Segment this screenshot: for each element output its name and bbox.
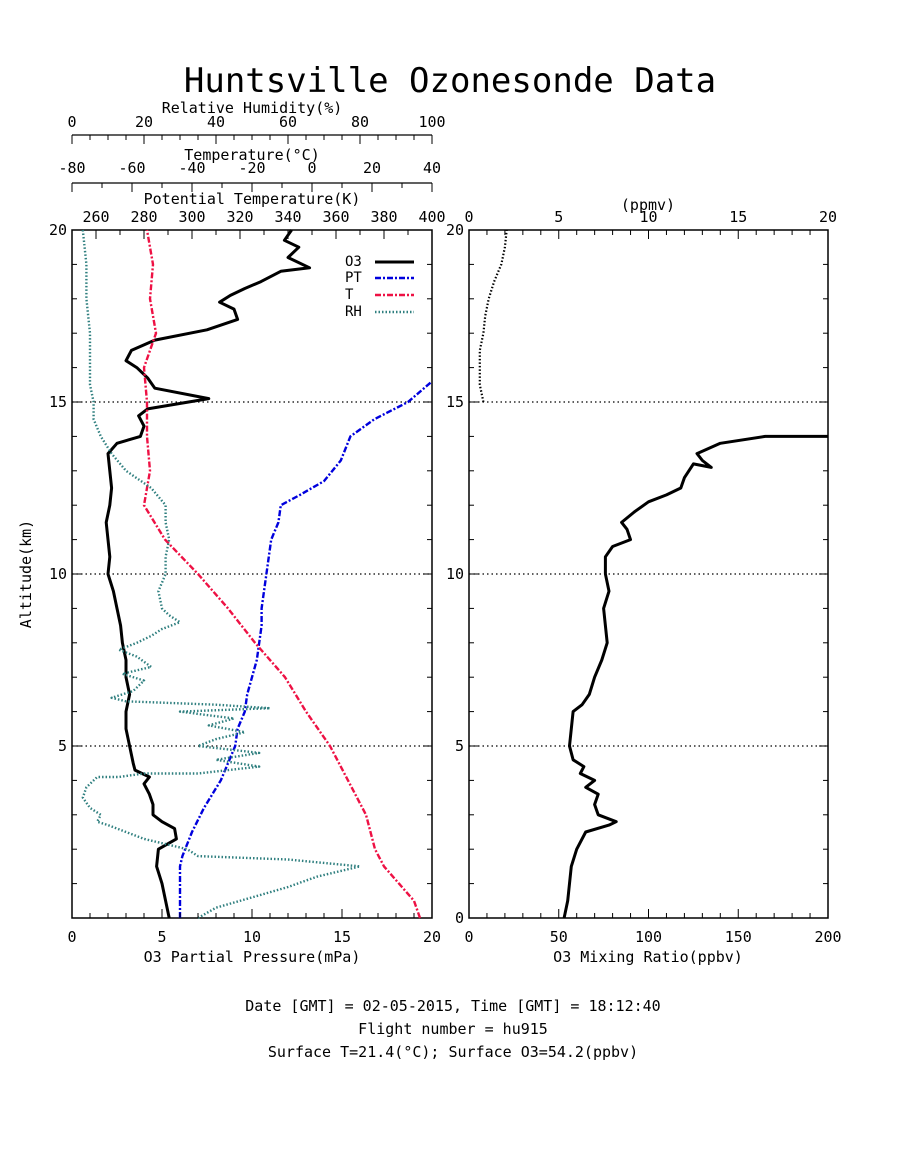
x-tick-label: -40 [178,159,205,177]
x-tick-label: 5 [157,928,166,946]
x-tick-label: 100 [418,113,445,131]
left-grid [72,401,432,747]
x-tick-label: 0 [67,113,76,131]
x-tick-label: 360 [322,208,349,226]
x-tick-label: 60 [279,113,297,131]
rh-axis-label: Relative Humidity(%) [162,99,343,117]
footer-date-time: Date [GMT] = 02-05-2015, Time [GMT] = 18… [245,997,660,1015]
x-tick-label: 15 [333,928,351,946]
temperature-axis-label: Temperature(°C) [184,146,319,164]
x-tick-label: -60 [118,159,145,177]
ppmv-axis-label: (ppmv) [621,196,675,214]
x-tick-label: 20 [819,208,837,226]
x-tick-label: 0 [464,928,473,946]
x-tick-label: 20 [135,113,153,131]
y-tick-label: 20 [49,221,67,239]
pt-axis-label: Potential Temperature(K) [144,190,361,208]
left-series [81,229,433,920]
mixing-ratio-axis-label: O3 Mixing Ratio(ppbv) [553,948,743,966]
footer-flight-number: Flight number = hu915 [358,1020,548,1038]
y-tick-label: 5 [455,737,464,755]
x-tick-label: 300 [178,208,205,226]
y-tick-label: 15 [446,393,464,411]
legend-label-t: T [345,287,354,303]
series-line-mixing-ratio-1 [478,229,508,403]
series-line-o3 [104,229,312,919]
x-tick-label: 0 [464,208,473,226]
x-tick-label: 320 [226,208,253,226]
right-grid [469,401,828,747]
y-tick-label: 15 [49,393,67,411]
y-tick-label: 10 [49,565,67,583]
x-tick-label: 100 [635,928,662,946]
x-tick-label: -80 [58,159,85,177]
x-tick-label: 5 [554,208,563,226]
legend: O3 PT T RH [345,254,414,320]
x-tick-label: 380 [370,208,397,226]
x-tick-label: 20 [363,159,381,177]
x-tick-label: 50 [550,928,568,946]
x-tick-label: 340 [274,208,301,226]
x-tick-label: 150 [725,928,752,946]
altitude-axis-label: Altitude(km) [17,520,35,628]
right-plot-frame [468,229,829,919]
y-tick-label: 20 [446,221,464,239]
x-tick-label: 200 [814,928,841,946]
x-tick-label: 10 [243,928,261,946]
x-tick-label: 40 [207,113,225,131]
y-tick-label: 10 [446,565,464,583]
x-tick-label: 15 [729,208,747,226]
series-line-t [142,229,422,919]
legend-label-o3: O3 [345,254,362,270]
series-line-mixing-ratio-0 [562,434,828,919]
y-tick-label: 0 [455,909,464,927]
x-tick-label: 20 [423,928,441,946]
x-tick-label: 0 [307,159,316,177]
chart-title: Huntsville Ozonesonde Data [184,61,716,101]
x-tick-label: 280 [130,208,157,226]
footer-surface-values: Surface T=21.4(°C); Surface O3=54.2(ppbv… [268,1043,638,1061]
y-tick-label: 5 [58,737,67,755]
x-tick-label: 10 [639,208,657,226]
right-series [478,229,828,919]
legend-label-rh: RH [345,304,362,320]
x-tick-label: 0 [67,928,76,946]
x-tick-label: 40 [423,159,441,177]
x-tick-label: -20 [238,159,265,177]
o3-pressure-axis-label: O3 Partial Pressure(mPa) [144,948,361,966]
x-tick-label: 260 [82,208,109,226]
series-line-pt [178,380,433,918]
x-tick-label: 80 [351,113,369,131]
x-tick-label: 400 [418,208,445,226]
legend-label-pt: PT [345,270,362,286]
series-line-rh [81,229,362,920]
